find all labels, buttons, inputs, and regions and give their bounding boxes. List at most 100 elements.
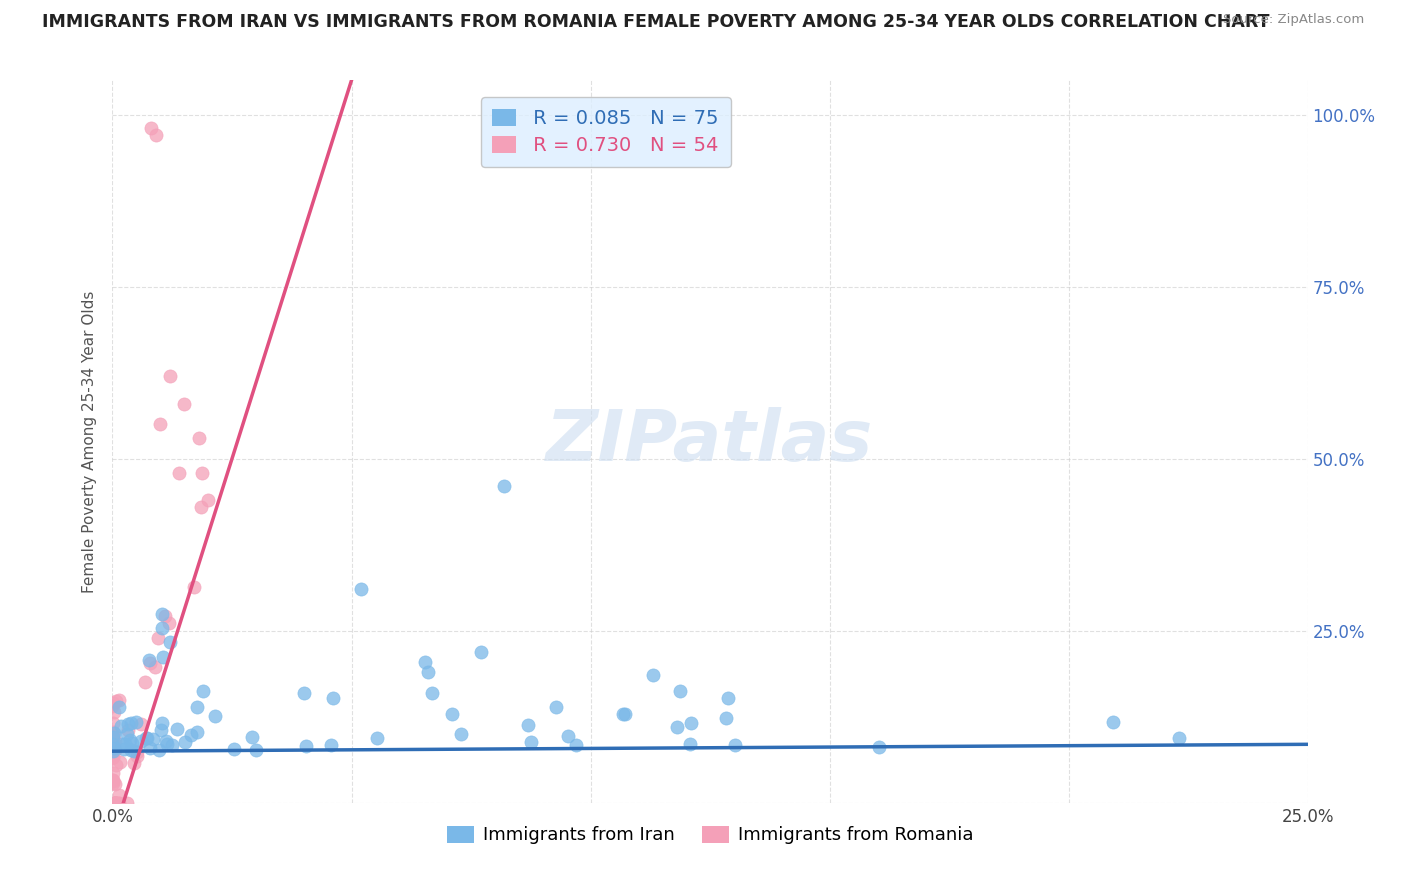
Point: [103, 796, 125, 810]
Point: [101, 765, 124, 780]
Y-axis label: Female Poverty Among 25-34 Year Olds: Female Poverty Among 25-34 Year Olds: [82, 291, 97, 592]
Point: [517, 718, 540, 732]
Point: [186, 724, 208, 739]
Point: [104, 734, 127, 748]
Point: [186, 699, 208, 714]
Point: [101, 725, 124, 739]
Point: [180, 728, 202, 742]
Text: IMMIGRANTS FROM IRAN VS IMMIGRANTS FROM ROMANIA FEMALE POVERTY AMONG 25-34 YEAR : IMMIGRANTS FROM IRAN VS IMMIGRANTS FROM …: [42, 13, 1270, 31]
Point: [868, 739, 890, 754]
Point: [103, 774, 125, 789]
Point: [156, 738, 179, 752]
Point: [190, 466, 212, 480]
Point: [613, 707, 636, 722]
Point: [134, 675, 156, 690]
Point: [197, 493, 219, 508]
Point: [120, 716, 142, 731]
Point: [104, 796, 127, 810]
Point: [127, 748, 149, 763]
Point: [117, 723, 139, 738]
Point: [105, 758, 128, 772]
Point: [107, 796, 129, 810]
Point: [120, 732, 142, 747]
Point: [103, 741, 125, 756]
Point: [115, 796, 138, 810]
Point: [138, 653, 160, 667]
Point: [155, 609, 177, 624]
Point: [146, 631, 169, 645]
Point: [101, 715, 124, 730]
Point: [173, 397, 195, 411]
Point: [679, 715, 702, 730]
Point: [104, 796, 127, 810]
Point: [240, 731, 263, 745]
Point: [162, 738, 184, 752]
Point: [450, 727, 472, 741]
Point: [717, 691, 740, 706]
Point: [149, 723, 172, 737]
Point: [101, 772, 124, 787]
Point: [544, 700, 567, 714]
Point: [117, 717, 139, 731]
Point: [114, 738, 136, 752]
Point: [103, 744, 125, 758]
Point: [366, 731, 388, 745]
Point: [668, 683, 690, 698]
Point: [159, 635, 181, 649]
Point: [565, 738, 588, 752]
Point: [222, 742, 245, 756]
Point: [104, 777, 127, 791]
Point: [714, 711, 737, 725]
Point: [193, 683, 215, 698]
Point: [139, 656, 162, 670]
Point: [187, 431, 209, 445]
Legend: Immigrants from Iran, Immigrants from Romania: Immigrants from Iran, Immigrants from Ro…: [440, 818, 980, 852]
Point: [135, 731, 157, 746]
Point: [104, 743, 127, 757]
Point: [127, 745, 149, 759]
Point: [142, 731, 165, 746]
Point: [150, 607, 173, 622]
Point: [101, 749, 124, 764]
Point: [104, 796, 127, 810]
Point: [190, 500, 212, 514]
Point: [104, 796, 127, 810]
Point: [104, 796, 127, 810]
Point: [666, 720, 689, 734]
Point: [143, 659, 166, 673]
Point: [101, 698, 124, 713]
Point: [150, 716, 173, 731]
Point: [470, 644, 492, 658]
Point: [108, 693, 131, 707]
Point: [108, 788, 131, 802]
Point: [101, 730, 124, 744]
Point: [101, 728, 124, 742]
Point: [108, 700, 131, 714]
Point: [440, 707, 463, 722]
Point: [107, 796, 129, 810]
Point: [557, 729, 579, 743]
Point: [101, 775, 124, 789]
Point: [117, 727, 139, 741]
Text: Source: ZipAtlas.com: Source: ZipAtlas.com: [1223, 13, 1364, 27]
Point: [169, 466, 191, 480]
Point: [129, 734, 152, 748]
Point: [139, 121, 162, 136]
Point: [101, 735, 124, 749]
Point: [124, 715, 146, 730]
Point: [155, 734, 177, 748]
Point: [159, 369, 181, 384]
Point: [148, 743, 170, 757]
Point: [103, 726, 125, 740]
Point: [136, 731, 159, 745]
Point: [149, 417, 172, 432]
Point: [111, 737, 134, 751]
Point: [138, 741, 160, 756]
Point: [112, 742, 135, 756]
Point: [122, 756, 145, 771]
Point: [145, 128, 167, 143]
Point: [420, 686, 443, 700]
Point: [150, 621, 173, 635]
Point: [641, 668, 664, 682]
Point: [101, 772, 124, 787]
